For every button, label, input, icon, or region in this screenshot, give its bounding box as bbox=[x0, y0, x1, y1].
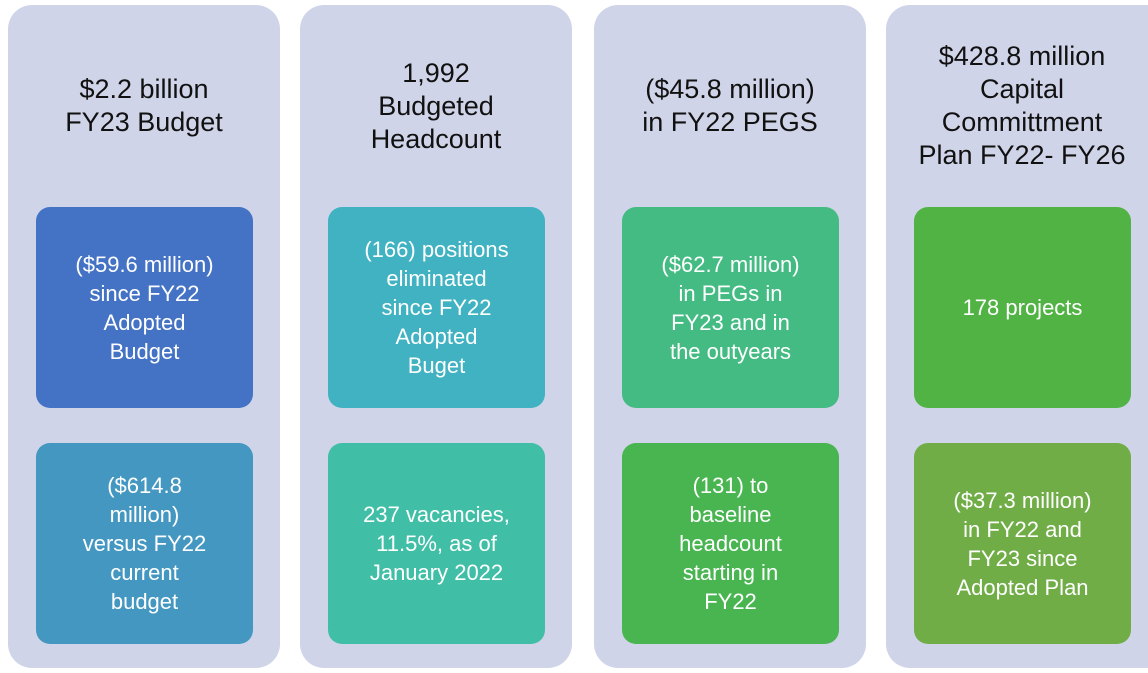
text-line: versus FY22 bbox=[82, 531, 207, 556]
text-line: in FY22 PEGS bbox=[642, 107, 818, 137]
text-line: the outyears bbox=[669, 338, 792, 364]
info-box: 237 vacancies, 11.5%, as of January 2022 bbox=[328, 443, 545, 644]
info-box: (131) to baseline headcount starting in FY22 bbox=[622, 443, 839, 644]
text-line: ($45.8 million) bbox=[645, 74, 815, 104]
text-line: Capital bbox=[979, 74, 1065, 104]
text-line: 11.5%, as of bbox=[376, 531, 497, 556]
text-line: Plan FY22- FY26 bbox=[918, 140, 1126, 170]
info-box: 178 projects bbox=[914, 207, 1131, 408]
text-line: eliminated bbox=[386, 266, 487, 291]
text-line: million) bbox=[109, 502, 180, 527]
text-line: $428.8 million bbox=[938, 41, 1106, 71]
text-line: Budgeted bbox=[378, 90, 494, 121]
text-line: ($37.3 million) bbox=[953, 487, 1092, 513]
column-title: ($45.8 million) in FY22 PEGS bbox=[594, 5, 866, 207]
text-line: ($59.6 million) bbox=[75, 251, 214, 277]
text-line: since FY22 bbox=[381, 295, 492, 320]
text-line: (131) to bbox=[692, 473, 769, 498]
text-line: headcount bbox=[679, 531, 782, 556]
text-line: FY22 bbox=[704, 589, 757, 614]
info-box: ($37.3 million) in FY22 and FY23 since Adop… bbox=[914, 443, 1131, 644]
text-line: Adopted Plan bbox=[956, 574, 1089, 600]
text-line: budget bbox=[110, 589, 179, 614]
text-line: January 2022 bbox=[369, 560, 504, 585]
text-line: 178 projects bbox=[962, 295, 1083, 320]
text-line: (166) positions bbox=[364, 237, 509, 262]
info-box: ($62.7 million) in PEGs in FY23 and in the … bbox=[622, 207, 839, 408]
info-box: ($59.6 million) since FY22 Adopted Budget bbox=[36, 207, 253, 408]
text-line: current bbox=[110, 560, 179, 585]
column-card: $2.2 billion FY23 Budget ($59.6 million) si… bbox=[8, 5, 280, 668]
text-line: $2.2 billion bbox=[79, 74, 209, 104]
text-line: Headcount bbox=[370, 123, 502, 154]
column-title: 1,992 Budgeted Headcount bbox=[300, 5, 572, 207]
text-line: 1,992 bbox=[402, 57, 470, 88]
text-line: Adopted bbox=[395, 324, 478, 349]
text-line: Adopted bbox=[103, 309, 186, 335]
text-line: since FY22 bbox=[89, 280, 200, 306]
text-line: FY23 and in bbox=[671, 309, 790, 335]
info-box: (166) positions eliminated since FY22 Adopt… bbox=[328, 207, 545, 408]
column-title: $428.8 million Capital Committment Plan FY2… bbox=[886, 5, 1148, 207]
info-box: ($614.8 million) versus FY22 current budget bbox=[36, 443, 253, 644]
text-line: FY23 since bbox=[967, 545, 1078, 571]
column-title: $2.2 billion FY23 Budget bbox=[8, 5, 280, 207]
text-line: in FY22 and bbox=[963, 516, 1082, 542]
column-card: ($45.8 million) in FY22 PEGS ($62.7 millio… bbox=[594, 5, 866, 668]
text-line: Committment bbox=[941, 107, 1103, 137]
text-line: Buget bbox=[407, 353, 466, 378]
text-line: starting in bbox=[682, 560, 779, 585]
text-line: in PEGs in bbox=[678, 280, 783, 306]
column-card: 1,992 Budgeted Headcount (166) positions eli… bbox=[300, 5, 572, 668]
text-line: ($614.8 bbox=[107, 473, 182, 498]
text-line: 237 vacancies, bbox=[363, 502, 510, 527]
column-card: $428.8 million Capital Committment Plan FY2… bbox=[886, 5, 1148, 668]
text-line: FY23 Budget bbox=[65, 107, 223, 137]
text-line: ($62.7 million) bbox=[661, 251, 800, 277]
text-line: baseline bbox=[689, 502, 772, 527]
text-line: Budget bbox=[109, 338, 180, 364]
